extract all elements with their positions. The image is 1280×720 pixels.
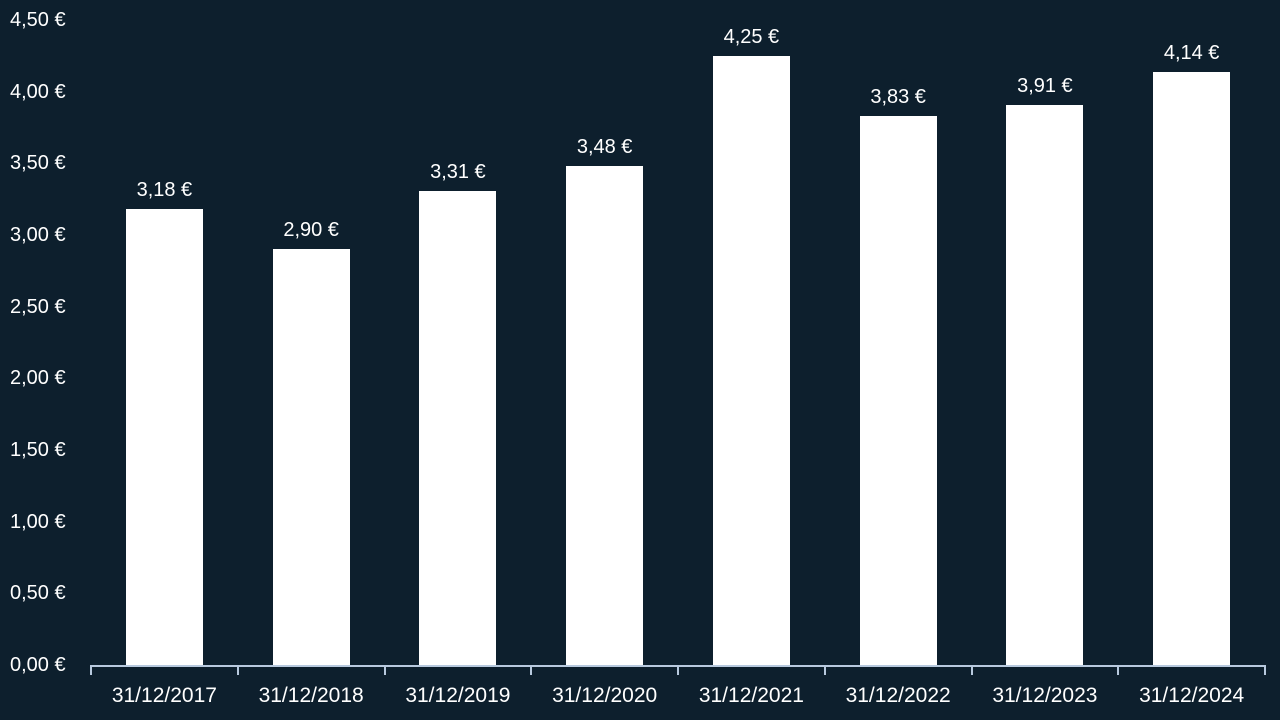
x-axis-tick <box>236 665 239 675</box>
x-axis-category-label: 31/12/2020 <box>552 684 658 707</box>
x-axis-category-label: 31/12/2022 <box>845 684 951 707</box>
bar-value-label: 4,14 € <box>1163 42 1220 64</box>
bar-value-label: 3,83 € <box>870 86 926 108</box>
x-axis-category-label: 31/12/2019 <box>405 684 511 707</box>
x-axis-tick <box>383 665 386 675</box>
x-axis-tick <box>823 665 826 675</box>
x-axis-tick <box>1117 665 1120 675</box>
y-axis-tick-label: 4,00 € <box>10 80 66 103</box>
bar <box>860 116 937 665</box>
bar <box>126 209 203 665</box>
x-axis-tick <box>90 665 92 675</box>
bar <box>566 166 643 665</box>
x-axis-category-label: 31/12/2024 <box>1139 684 1245 707</box>
y-axis-tick-label: 1,50 € <box>10 439 66 461</box>
x-axis-tick <box>677 665 679 675</box>
bar <box>1006 105 1083 665</box>
x-axis-tick <box>530 665 533 675</box>
x-axis-tick <box>970 665 973 675</box>
bar-value-label: 3,31 € <box>430 161 486 183</box>
bar-value-label: 2,90 € <box>283 219 339 241</box>
x-axis-tick <box>1264 665 1266 675</box>
bar <box>273 249 350 665</box>
bar-value-label: 4,25 € <box>723 26 780 48</box>
bar <box>713 56 790 665</box>
bar <box>1153 72 1230 665</box>
y-axis-tick-label: 0,50 € <box>10 582 66 605</box>
x-axis-category-label: 31/12/2017 <box>111 684 217 707</box>
bar-value-label: 3,91 € <box>1017 75 1073 97</box>
y-axis-tick-label: 1,00 € <box>10 510 66 533</box>
y-axis-tick-label: 0,00 € <box>10 654 66 676</box>
y-axis-tick-label: 3,50 € <box>10 152 66 175</box>
x-axis-category-label: 31/12/2018 <box>258 684 364 707</box>
bar <box>419 191 496 665</box>
bar-value-label: 3,48 € <box>576 136 633 158</box>
y-axis-tick-label: 2,00 € <box>10 367 66 390</box>
y-axis-tick-label: 3,00 € <box>10 224 66 246</box>
x-axis-category-label: 31/12/2023 <box>992 684 1098 707</box>
y-axis-tick-label: 2,50 € <box>10 295 66 318</box>
x-axis-category-label: 31/12/2021 <box>698 684 804 707</box>
y-axis-tick-label: 4,50 € <box>10 9 66 31</box>
bar-value-label: 3,18 € <box>136 179 193 201</box>
